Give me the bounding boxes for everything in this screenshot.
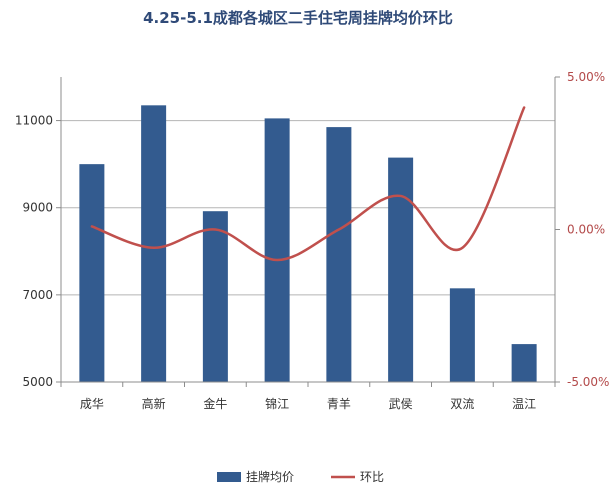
bar <box>388 157 414 382</box>
y-left-tick-label: 7000 <box>22 288 53 302</box>
x-tick-label: 锦江 <box>265 397 289 411</box>
legend-label: 环比 <box>360 470 384 484</box>
y-left-tick-label: 11000 <box>15 114 53 128</box>
bar <box>264 118 290 383</box>
y-right-tick-label: -5.00% <box>567 375 609 389</box>
bar-series <box>79 105 537 383</box>
x-tick-label: 双流 <box>450 397 474 411</box>
line-series <box>90 106 526 262</box>
x-tick-label: 青羊 <box>327 396 351 411</box>
legend-swatch-bar <box>217 472 241 482</box>
bar <box>202 211 228 382</box>
legend-label: 挂牌均价 <box>246 470 294 484</box>
gridlines <box>61 120 555 383</box>
bar <box>141 105 167 383</box>
chart-title: 4.25-5.1成都各城区二手住宅周挂牌均价环比 <box>143 9 453 27</box>
x-tick-label: 金牛 <box>203 396 227 411</box>
bar <box>511 344 537 382</box>
y-left-tick-label: 5000 <box>22 375 53 389</box>
series-line <box>90 106 526 262</box>
y-right-tick-label: 0.00% <box>567 223 605 237</box>
bar <box>79 164 105 382</box>
tick-labels: 5000 7000 9000 11000 成华 高新 金牛 锦江 青羊 武侯 双流 温江 5.00% 0.… <box>15 70 610 411</box>
y-left-tick-label: 9000 <box>22 201 53 215</box>
axes <box>56 76 560 387</box>
x-tick-label: 武侯 <box>389 397 413 411</box>
x-tick-label: 高新 <box>142 396 166 411</box>
bar <box>326 127 352 382</box>
y-right-tick-label: 5.00% <box>567 70 605 84</box>
bar <box>449 288 475 382</box>
x-tick-label: 温江 <box>512 397 536 411</box>
x-tick-label: 成华 <box>80 397 104 411</box>
legend: 挂牌均价 环比 <box>217 470 384 484</box>
